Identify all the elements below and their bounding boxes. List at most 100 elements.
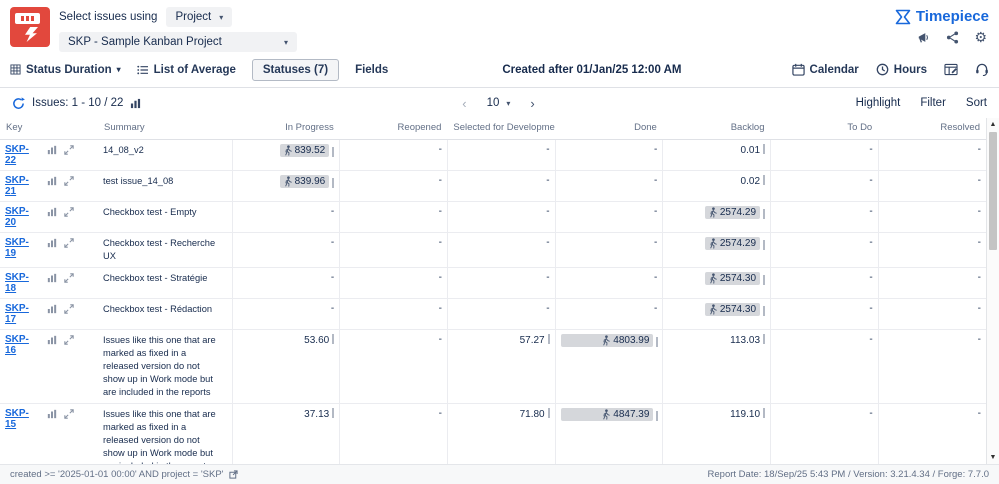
mini-bar bbox=[763, 144, 766, 154]
refresh-icon[interactable] bbox=[12, 96, 25, 110]
tab-statuses[interactable]: Statuses (7) bbox=[251, 58, 340, 81]
app-logo[interactable] bbox=[10, 7, 50, 47]
issue-key-link[interactable]: SKP-17 bbox=[5, 303, 29, 326]
mini-bar bbox=[656, 411, 659, 422]
scroll-down-icon[interactable]: ▼ bbox=[989, 454, 997, 461]
col-summary[interactable]: Summary bbox=[98, 118, 232, 140]
expand-icon[interactable] bbox=[64, 176, 74, 186]
key-cell: SKP-18 bbox=[0, 267, 42, 300]
walking-person-icon bbox=[602, 335, 611, 346]
col-backlog[interactable]: Backlog bbox=[662, 118, 771, 140]
duration-cell: 57.27 bbox=[446, 329, 556, 405]
col-to-do[interactable]: To Do bbox=[770, 118, 879, 140]
external-link-icon[interactable] bbox=[228, 470, 238, 479]
bar-chart-icon[interactable] bbox=[47, 238, 57, 248]
duration-cell: - bbox=[554, 232, 663, 269]
duration-cell: - bbox=[339, 139, 448, 171]
project-dropdown[interactable]: SKP - Sample Kanban Project ▾ bbox=[59, 32, 297, 52]
issue-key-link[interactable]: SKP-20 bbox=[5, 206, 29, 228]
report-settings-icon[interactable] bbox=[944, 63, 958, 76]
expand-icon[interactable] bbox=[64, 335, 74, 345]
duration-cell: - bbox=[446, 170, 556, 202]
duration-cell: - bbox=[877, 201, 986, 233]
bar-chart-icon[interactable] bbox=[47, 207, 57, 217]
current-status-badge: 2574.29 bbox=[704, 237, 761, 250]
mini-bar bbox=[332, 334, 335, 345]
issue-key-link[interactable]: SKP-19 bbox=[5, 237, 29, 259]
issue-key-link[interactable]: SKP-18 bbox=[5, 272, 29, 295]
bar-chart-icon[interactable] bbox=[47, 145, 57, 155]
table-row: SKP-16 Issues like this one that are mark… bbox=[0, 329, 986, 405]
next-page-button[interactable]: › bbox=[530, 95, 535, 111]
col-resolved[interactable]: Resolved bbox=[878, 118, 986, 140]
bar-chart-icon[interactable] bbox=[47, 176, 57, 186]
share-icon[interactable] bbox=[946, 30, 959, 44]
vertical-scrollbar[interactable]: ▲ ▼ bbox=[986, 118, 999, 464]
chart-icon[interactable] bbox=[130, 98, 141, 109]
col-key[interactable]: Key bbox=[0, 118, 42, 140]
hours-button[interactable]: Hours bbox=[876, 63, 927, 76]
issue-key-link[interactable]: SKP-16 bbox=[5, 334, 29, 357]
bar-chart-icon[interactable] bbox=[47, 335, 57, 345]
list-of-average-button[interactable]: List of Average bbox=[133, 60, 240, 80]
gear-icon[interactable]: ⚙ bbox=[974, 29, 987, 45]
duration-cell: - bbox=[446, 139, 556, 171]
duration-cell: - bbox=[770, 298, 879, 331]
bar-chart-icon[interactable] bbox=[47, 409, 57, 419]
status-bar: created >= '2025-01-01 00:00' AND projec… bbox=[0, 464, 999, 484]
issue-key-link[interactable]: SKP-22 bbox=[5, 144, 29, 166]
key-cell: SKP-22 bbox=[0, 139, 42, 171]
announcement-icon[interactable] bbox=[917, 31, 931, 44]
select-issues-label: Select issues using bbox=[59, 11, 158, 23]
support-icon[interactable] bbox=[975, 63, 989, 76]
expand-icon[interactable] bbox=[64, 273, 74, 283]
duration-cell: - bbox=[770, 403, 879, 464]
duration-cell: - bbox=[877, 403, 986, 464]
col-reopened[interactable]: Reopened bbox=[339, 118, 448, 140]
duration-cell: - bbox=[231, 298, 340, 331]
row-icons-cell bbox=[42, 267, 98, 300]
bar-chart-icon[interactable] bbox=[47, 273, 57, 283]
row-icons-cell bbox=[42, 232, 98, 269]
duration-cell: - bbox=[770, 232, 879, 269]
page-size-dropdown[interactable]: 10 ▾ bbox=[487, 97, 511, 109]
pager-bar: Issues: 1 - 10 / 22 ‹ 10 ▾ › Highlight F… bbox=[0, 88, 999, 118]
prev-page-button[interactable]: ‹ bbox=[462, 95, 467, 111]
status-duration-dropdown[interactable]: Status Duration ▾ bbox=[10, 64, 121, 76]
scrollbar-track[interactable] bbox=[987, 129, 999, 453]
duration-cell: - bbox=[339, 329, 448, 405]
duration-cell: - bbox=[877, 298, 986, 331]
timepiece-logo: Timepiece bbox=[895, 8, 989, 25]
duration-cell: - bbox=[554, 267, 663, 300]
duration-cell: - bbox=[339, 232, 448, 269]
table-header-row: Key Summary In Progress Reopened Selected fo… bbox=[0, 118, 986, 140]
col-in-progress[interactable]: In Progress bbox=[232, 118, 340, 140]
scrollbar-thumb[interactable] bbox=[989, 132, 997, 250]
duration-cell: - bbox=[554, 201, 663, 233]
col-selected-for-development[interactable]: Selected for Development bbox=[447, 118, 556, 140]
walking-person-icon bbox=[709, 207, 717, 218]
sort-button[interactable]: Sort bbox=[965, 97, 987, 109]
issue-source-dropdown[interactable]: Project ▾ bbox=[166, 7, 233, 27]
filter-button[interactable]: Filter bbox=[920, 97, 946, 109]
mini-bar bbox=[547, 334, 550, 345]
bar-chart-icon[interactable] bbox=[47, 304, 57, 314]
duration-cell: - bbox=[877, 139, 986, 171]
expand-icon[interactable] bbox=[64, 145, 74, 155]
highlight-button[interactable]: Highlight bbox=[855, 97, 901, 109]
grid-icon bbox=[10, 64, 21, 75]
expand-icon[interactable] bbox=[64, 238, 74, 248]
issue-key-link[interactable]: SKP-15 bbox=[5, 408, 29, 431]
col-done[interactable]: Done bbox=[555, 118, 663, 140]
expand-icon[interactable] bbox=[64, 304, 74, 314]
expand-icon[interactable] bbox=[64, 409, 74, 419]
issue-key-link[interactable]: SKP-21 bbox=[5, 175, 29, 197]
expand-icon[interactable] bbox=[64, 207, 74, 217]
tab-fields[interactable]: Fields bbox=[355, 63, 389, 76]
issues-range-label: Issues: 1 - 10 / 22 bbox=[32, 97, 124, 109]
timepiece-logo-icon bbox=[895, 9, 911, 25]
calendar-button[interactable]: Calendar bbox=[791, 63, 859, 76]
duration-cell: - bbox=[339, 298, 448, 331]
scroll-up-icon[interactable]: ▲ bbox=[989, 121, 997, 128]
